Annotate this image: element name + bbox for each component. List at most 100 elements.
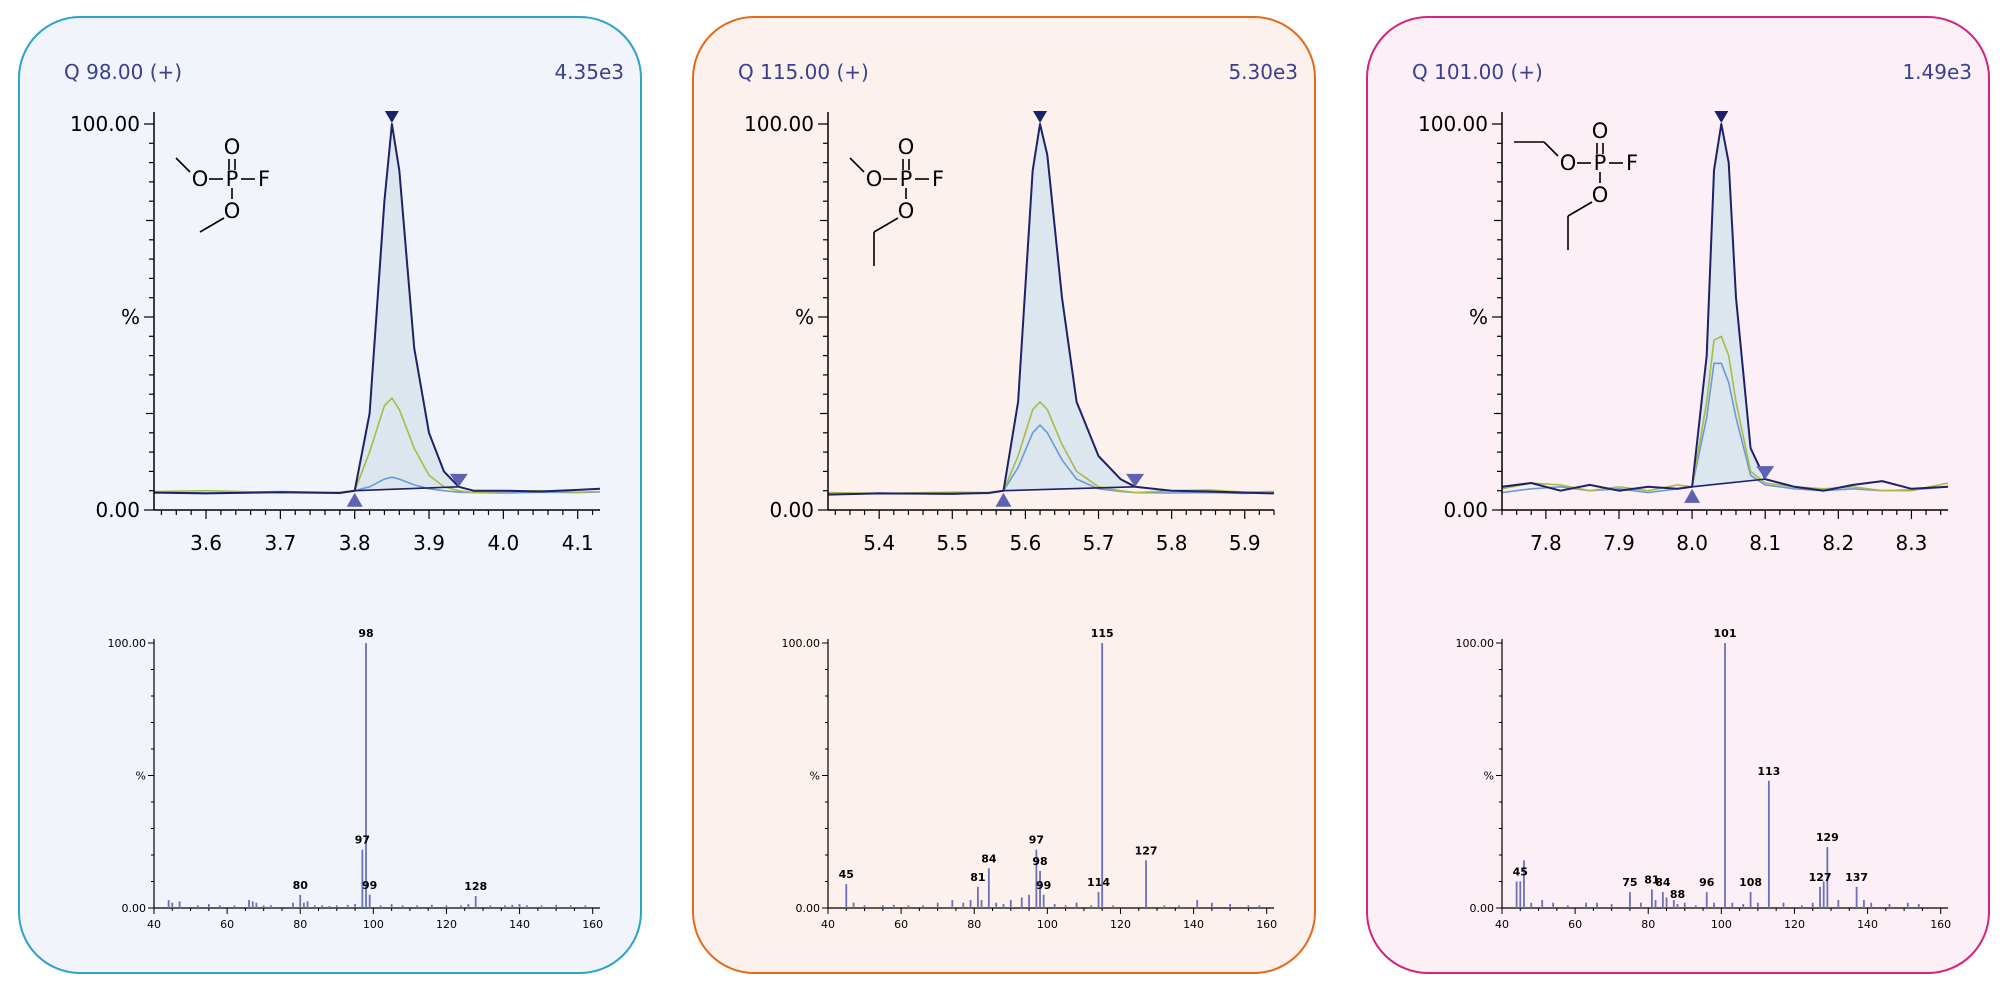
spectrum-y-axis-label: % (1484, 770, 1494, 783)
x-tick-label: 7.9 (1603, 531, 1635, 555)
spectrum-y-tick-label: 100.00 (1456, 637, 1495, 650)
y-axis-label: % (1469, 305, 1488, 329)
spectrum-x-tick-label: 140 (1857, 918, 1878, 931)
spectrum-y-axis-label: % (810, 770, 820, 783)
peak-label: 128 (464, 880, 487, 893)
spectrum-x-tick-label: 80 (293, 918, 307, 931)
peak-label: 98 (358, 627, 373, 640)
end-marker (449, 473, 468, 487)
peak-label: 97 (355, 834, 370, 847)
spectrum-x-tick-label: 80 (967, 918, 981, 931)
x-tick-label: 5.8 (1156, 531, 1188, 555)
spectrum-x-tick-label: 100 (363, 918, 384, 931)
peak-label: 88 (1670, 888, 1685, 901)
panel-graphics: 0.00%100.007.8 7.9 8.0 8.1 8.2 8.3O P FOO0.00%1… (1418, 111, 1951, 931)
peak-label: 115 (1091, 627, 1114, 640)
molecule-structure: O P FOO (175, 135, 270, 233)
methyl-bond (175, 157, 191, 173)
peak-label: 127 (1135, 844, 1158, 857)
peak-label: 45 (1513, 866, 1528, 879)
peak-label: 45 (839, 868, 854, 881)
atom-label: O (1560, 151, 1577, 175)
methyl-bond (849, 157, 865, 173)
x-tick-label: 5.4 (863, 531, 895, 555)
peak-label: 84 (981, 852, 997, 865)
atom-label: O (192, 167, 209, 191)
peak-label: 127 (1809, 871, 1832, 884)
chromatogram: 0.00% 100.00 5.4 5.5 5.6 5.7 5.8 5.9 (744, 111, 1275, 555)
integration-baseline (354, 486, 459, 492)
atom-label: O (866, 167, 883, 191)
atom-label: O (1592, 183, 1609, 207)
integration-baseline (1003, 486, 1136, 492)
peak-label: 129 (1816, 831, 1839, 844)
spectrum-x-tick-label: 140 (509, 918, 530, 931)
peak-area (354, 130, 459, 491)
spectrum-x-tick-label: 80 (1641, 918, 1655, 931)
x-tick-label: 3.8 (339, 531, 371, 555)
peak-label: 96 (1699, 876, 1715, 889)
x-tick-label: 4.1 (562, 531, 594, 555)
spectrum-y-axis-label: % (136, 770, 146, 783)
peak-label: 99 (1036, 879, 1051, 892)
peak-label: 114 (1087, 876, 1110, 889)
trace-dark (153, 123, 601, 495)
spectrum-x-tick-label: 120 (436, 918, 457, 931)
y-tick-label: 100.00 (1418, 112, 1488, 136)
methyl-bond (199, 217, 225, 233)
spectrum-x-tick-label: 40 (1495, 918, 1509, 931)
x-tick-label: 8.1 (1749, 531, 1781, 555)
trace-dark (1501, 123, 1949, 492)
atom-label: F (932, 167, 944, 191)
intensity-label: 4.35e3 (554, 60, 624, 84)
atom-label: O (224, 135, 241, 159)
spectrum-x-tick-label: 160 (1930, 918, 1951, 931)
x-tick-label: 8.0 (1676, 531, 1708, 555)
spectrum-x-tick-label: 60 (220, 918, 234, 931)
y-tick-label: 100.00 (744, 112, 814, 136)
molecule-structure: O P FOO (1514, 119, 1638, 250)
chromatogram: 0.00% 100.00 7.8 7.9 8.0 8.1 8.2 8.3 (1418, 111, 1949, 555)
x-tick-label: 7.8 (1530, 531, 1562, 555)
start-marker (1684, 488, 1701, 503)
spectrum-x-tick-label: 100 (1711, 918, 1732, 931)
x-tick-label: 5.7 (1083, 531, 1115, 555)
spectrum-y-tick-label: 0.00 (796, 902, 821, 915)
x-tick-label: 8.2 (1822, 531, 1854, 555)
peak-label: 84 (1655, 876, 1671, 889)
apex-marker (1714, 111, 1729, 123)
intensity-label: 5.30e3 (1228, 60, 1298, 84)
atom-label: P (226, 167, 239, 191)
y-tick-label: 0.00 (1443, 498, 1488, 522)
atom-label: P (1594, 151, 1607, 175)
spectrum-x-tick-label: 100 (1037, 918, 1058, 931)
atom-label: O (1592, 119, 1609, 143)
trace-dark (827, 123, 1275, 496)
apex-marker (1033, 111, 1048, 123)
spectrum-x-tick-label: 140 (1183, 918, 1204, 931)
peak-label: 81 (970, 871, 985, 884)
spectrum-x-tick-label: 120 (1110, 918, 1131, 931)
x-tick-label: 5.9 (1229, 531, 1261, 555)
atom-label: O (898, 199, 915, 223)
peak-label: 101 (1714, 627, 1737, 640)
y-tick-label: 100.00 (70, 112, 140, 136)
atom-label: O (224, 199, 241, 223)
y-tick-label: 0.00 (95, 498, 140, 522)
spectrum-x-tick-label: 60 (1568, 918, 1582, 931)
mass-spectrum: 0.00% 100.00 40 60 80 100 120 140 160 115 45 84 81 97… (782, 627, 1278, 931)
atom-label: F (258, 167, 270, 191)
spectrum-x-tick-label: 160 (582, 918, 603, 931)
panel-diethyl-fluorophosphate: Q 101.00 (+) 1.49e3 0.00% 100.00 7.8 7.9 8.0… (1366, 16, 1990, 974)
peak-area (1003, 127, 1136, 491)
intensity-label: 1.49e3 (1902, 60, 1972, 84)
mass-spectrum: 0.00% 100.00 40 60 80 100 120 140 160 98 97 80 99 128 (108, 627, 604, 931)
atom-label: P (900, 167, 913, 191)
spectrum-x-tick-label: 160 (1256, 918, 1277, 931)
apex-marker (384, 111, 399, 123)
chromatogram: 0.00% 100.00 3.6 3.7 3.8 3.9 4.0 4.1 (70, 111, 601, 555)
spectrum-y-tick-label: 0.00 (1470, 902, 1495, 915)
peak-label: 98 (1032, 855, 1047, 868)
x-tick-label: 3.9 (413, 531, 445, 555)
start-marker (346, 492, 363, 507)
